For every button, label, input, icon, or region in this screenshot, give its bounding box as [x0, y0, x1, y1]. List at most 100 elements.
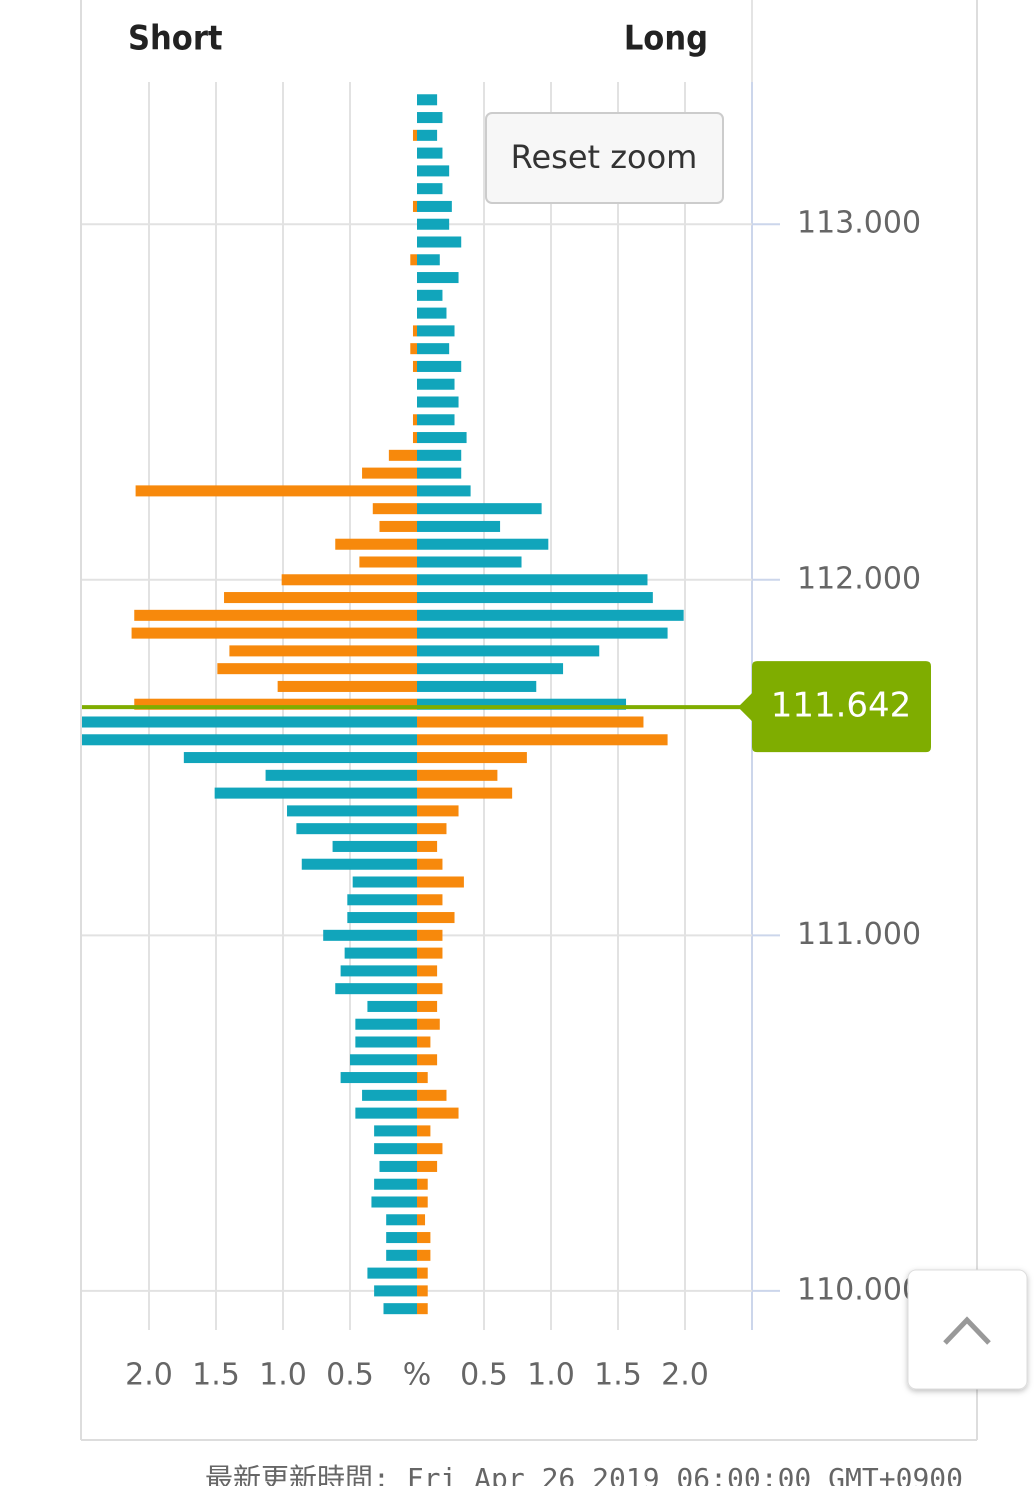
bar: [417, 1125, 431, 1137]
bar: [417, 1178, 428, 1190]
bar: [417, 840, 438, 852]
bar: [347, 894, 417, 906]
button-bg[interactable]: [907, 1269, 1028, 1390]
x-tick-label: 0.5: [460, 1358, 508, 1393]
bar: [410, 254, 417, 266]
bar: [417, 112, 443, 124]
bar: [417, 1214, 426, 1226]
bar: [417, 1143, 443, 1155]
y-tick-label: 110.000: [797, 1272, 921, 1307]
scroll-top-button[interactable]: [907, 1269, 1028, 1390]
button-bg[interactable]: [485, 112, 724, 204]
bar: [417, 1089, 447, 1101]
bar: [417, 876, 464, 888]
bar: [374, 1285, 417, 1297]
bar: [359, 556, 417, 568]
bar: [417, 1054, 438, 1066]
bar: [82, 716, 418, 728]
reset-zoom-button[interactable]: Reset zoom: [485, 112, 724, 204]
x-center-label: %: [403, 1358, 432, 1393]
x-tick-label: 1.0: [259, 1358, 307, 1393]
bar: [417, 645, 600, 657]
y-tick-label: 113.000: [797, 206, 921, 241]
bar: [332, 840, 417, 852]
bar: [229, 645, 417, 657]
bar: [367, 1000, 417, 1012]
bar: [417, 343, 450, 355]
bar: [355, 1036, 417, 1048]
bar: [386, 1249, 417, 1261]
bar: [412, 432, 417, 444]
bar: [417, 1018, 440, 1030]
current-price-label: 111.642: [771, 686, 912, 726]
bar: [417, 1303, 428, 1315]
bar: [134, 609, 417, 621]
bar: [371, 1196, 417, 1208]
bar: [374, 1125, 417, 1137]
y-tick-label: 112.000: [797, 561, 921, 596]
y-tick-label: 111.000: [797, 917, 921, 952]
bar: [417, 894, 443, 906]
bar: [417, 663, 564, 675]
bar: [417, 965, 438, 977]
short-header: Short: [128, 19, 223, 59]
bar: [417, 1036, 431, 1048]
button-label[interactable]: Reset zoom: [511, 138, 698, 176]
bar: [417, 503, 542, 515]
bar: [362, 1089, 417, 1101]
bar: [301, 858, 417, 870]
bar: [374, 1178, 417, 1190]
bar: [379, 1160, 417, 1172]
bar: [417, 680, 537, 692]
bar: [417, 769, 498, 781]
bar: [355, 1107, 417, 1119]
bar: [417, 1196, 428, 1208]
chevron-icon[interactable]: [943, 1316, 991, 1345]
bar: [417, 325, 455, 337]
current-price-flag: [738, 661, 931, 753]
bar: [417, 574, 648, 586]
x-tick-label: 1.5: [192, 1358, 240, 1393]
bar: [417, 432, 467, 444]
bar: [417, 609, 684, 621]
bar: [417, 858, 443, 870]
bar: [417, 1267, 428, 1279]
bar: [417, 236, 462, 248]
bar: [367, 1267, 417, 1279]
bar: [383, 1303, 417, 1315]
bar: [417, 289, 443, 301]
bar: [417, 912, 455, 924]
bar: [417, 183, 443, 195]
bar: [410, 343, 417, 355]
bar: [417, 787, 513, 799]
bar: [417, 556, 522, 568]
bar: [335, 538, 417, 550]
bar: [82, 734, 417, 746]
bar: [347, 912, 417, 924]
bar: [287, 805, 417, 817]
bar: [417, 200, 452, 212]
bar: [344, 947, 417, 959]
bar: [323, 929, 417, 941]
bar: [277, 680, 417, 692]
bar: [417, 129, 438, 141]
bar: [372, 503, 417, 515]
bar: [417, 805, 459, 817]
bar: [417, 1000, 438, 1012]
bar: [417, 414, 455, 426]
bar: [417, 396, 459, 408]
bar: [412, 325, 417, 337]
bar: [388, 449, 417, 461]
bar: [362, 467, 417, 479]
bar: [386, 1214, 417, 1226]
bar: [412, 200, 417, 212]
footer: 最新更新時間: Fri Apr 26 2019 06:00:00 GMT+090…: [205, 1462, 963, 1486]
bar: [417, 734, 668, 746]
bar: [296, 823, 417, 835]
bar: [417, 929, 443, 941]
bar: [134, 698, 417, 710]
bar: [417, 1232, 431, 1244]
bar: [417, 467, 462, 479]
bar: [214, 787, 417, 799]
